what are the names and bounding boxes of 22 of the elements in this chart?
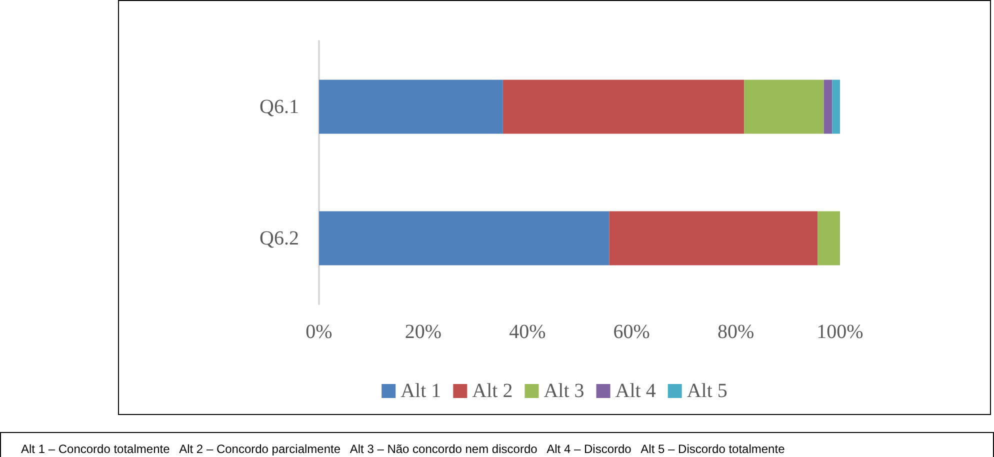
x-tick-label: 100% — [816, 321, 864, 343]
text: Alt 1 – Concordo totalmente Alt 2 – Concordo parcialmente Alt 3 – Não concordo nem discordo Alt 4 – Discordo Alt 5 – Discordo totalmente — [21, 442, 785, 456]
bar — [832, 80, 840, 134]
legend-label: Alt 1 — [400, 380, 442, 402]
x-tick-label: 20% — [404, 321, 442, 343]
bar — [818, 211, 840, 266]
bar — [319, 211, 610, 266]
bar — [502, 80, 744, 134]
x-tick-label: 40% — [509, 321, 546, 343]
legend-label: Alt 4 — [615, 380, 656, 402]
legend-label: Alt 3 — [544, 380, 584, 402]
y-tick-label: Q6.2 — [260, 227, 299, 250]
legend-label: Alt 2 — [472, 380, 513, 402]
x-tick-label: 80% — [717, 321, 754, 343]
x-tick-label: 60% — [613, 321, 650, 343]
legend-label: Alt 5 — [686, 380, 728, 402]
bar — [609, 211, 818, 266]
bar — [744, 80, 824, 134]
x-tick-label: 0% — [306, 321, 332, 343]
bar — [319, 80, 503, 134]
bar — [824, 80, 832, 134]
y-tick-label: Q6.1 — [260, 96, 299, 118]
